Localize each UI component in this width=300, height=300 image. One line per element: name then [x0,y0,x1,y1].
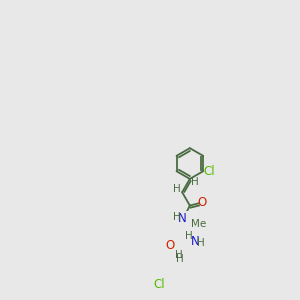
Text: N: N [178,212,187,225]
Text: H: H [176,254,184,264]
Text: Cl: Cl [154,278,165,291]
Text: H: H [173,212,180,223]
Text: H: H [197,238,205,248]
Text: O: O [198,196,207,208]
Text: H: H [185,231,193,241]
Text: H: H [191,177,199,187]
Text: Me: Me [190,219,206,229]
Text: N: N [191,236,200,248]
Text: H: H [175,250,182,260]
Text: O: O [166,239,175,252]
Text: H: H [173,184,180,194]
Text: Cl: Cl [204,165,215,178]
